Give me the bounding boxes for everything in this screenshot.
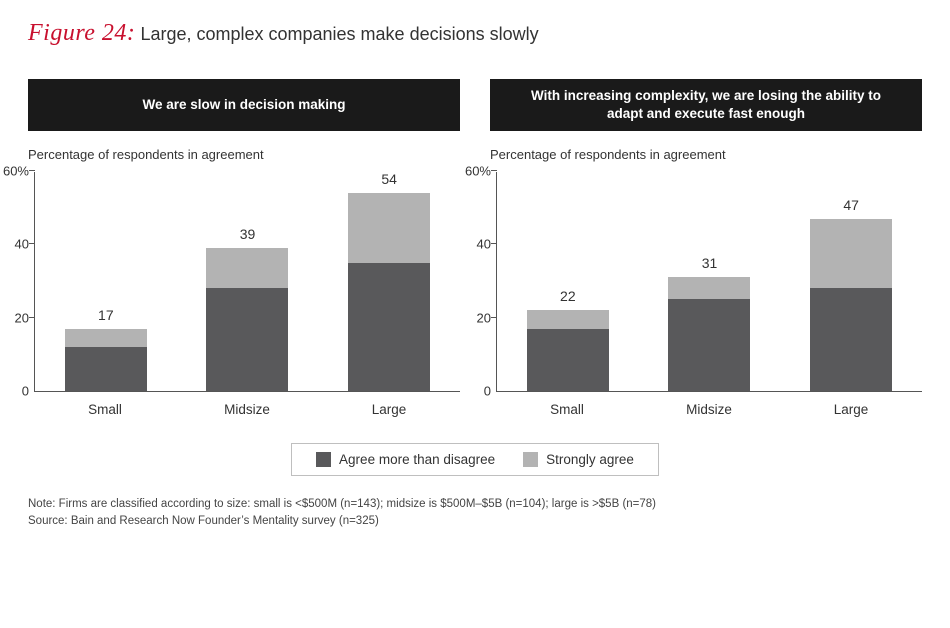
bar-segment-strongly_agree [668,277,750,299]
bar-group: 31 [668,277,750,391]
charts-row: We are slow in decision making Percentag… [28,79,922,417]
bar-segment-agree_more [65,347,147,391]
bar-group: 17 [65,329,147,391]
chart-left-xlabels: Small Midsize Large [34,402,460,417]
bar-segment-strongly_agree [810,219,892,289]
x-category-label: Large [810,402,892,417]
bar-total-label: 54 [348,171,430,187]
y-tick-label: 20 [0,310,29,325]
bar-total-label: 47 [810,197,892,213]
chart-left-plot-wrap: 173954 0204060% SmallMidsizeLarge [28,172,460,417]
bar-group: 39 [206,248,288,391]
bar-segment-strongly_agree [65,329,147,347]
figure-container: Figure 24: Large, complex companies make… [0,0,950,628]
legend-item-strongly-agree: Strongly agree [523,452,634,467]
bar-group: 22 [527,310,609,391]
chart-right-plot-wrap: 223147 0204060% SmallMidsizeLarge [490,172,922,417]
legend-item-agree-more: Agree more than disagree [316,452,495,467]
source-text: Source: Bain and Research Now Founder’s … [28,513,922,530]
bar-segment-agree_more [527,329,609,391]
y-tick-label: 60% [0,164,29,179]
bar-group: 54 [348,193,430,391]
y-tick-label: 20 [451,310,491,325]
chart-left-plot: 173954 0204060% [34,172,460,392]
y-tick-label: 0 [0,384,29,399]
bar-segment-agree_more [668,299,750,391]
chart-right: With increasing complexity, we are losin… [490,79,922,417]
chart-right-plot: 223147 0204060% [496,172,922,392]
x-category-label: Large [348,402,430,417]
bar-segment-strongly_agree [206,248,288,288]
x-category-label: Small [64,402,146,417]
chart-left-bars: 17 39 54 [35,172,460,391]
chart-left-subtitle: Percentage of respondents in agreement [28,147,460,162]
bar-total-label: 17 [65,307,147,323]
y-tick-label: 40 [451,237,491,252]
x-category-label: Midsize [206,402,288,417]
x-category-label: Midsize [668,402,750,417]
chart-left-title: We are slow in decision making [28,79,460,131]
bar-total-label: 22 [527,288,609,304]
chart-right-xlabels: Small Midsize Large [496,402,922,417]
legend: Agree more than disagree Strongly agree [291,443,659,476]
legend-swatch-agree-more [316,452,331,467]
figure-heading: Figure 24: Large, complex companies make… [28,20,922,47]
bar-segment-agree_more [810,288,892,391]
chart-right-title: With increasing complexity, we are losin… [490,79,922,131]
chart-left: We are slow in decision making Percentag… [28,79,460,417]
figure-number: Figure 24: [28,20,135,46]
chart-right-subtitle: Percentage of respondents in agreement [490,147,922,162]
bar-segment-agree_more [348,263,430,391]
y-tick-label: 0 [451,384,491,399]
bar-segment-strongly_agree [527,310,609,328]
chart-right-bars: 22 31 47 [497,172,922,391]
bar-total-label: 31 [668,255,750,271]
figure-title: Large, complex companies make decisions … [140,24,538,44]
legend-label-agree-more: Agree more than disagree [339,452,495,467]
y-tick-label: 40 [0,237,29,252]
bar-group: 47 [810,219,892,391]
bar-total-label: 39 [206,226,288,242]
bar-segment-agree_more [206,288,288,391]
note-text: Note: Firms are classified according to … [28,496,922,513]
legend-label-strongly-agree: Strongly agree [546,452,634,467]
figure-notes: Note: Firms are classified according to … [28,496,922,529]
bar-segment-strongly_agree [348,193,430,263]
x-category-label: Small [526,402,608,417]
legend-swatch-strongly-agree [523,452,538,467]
y-tick-label: 60% [451,164,491,179]
